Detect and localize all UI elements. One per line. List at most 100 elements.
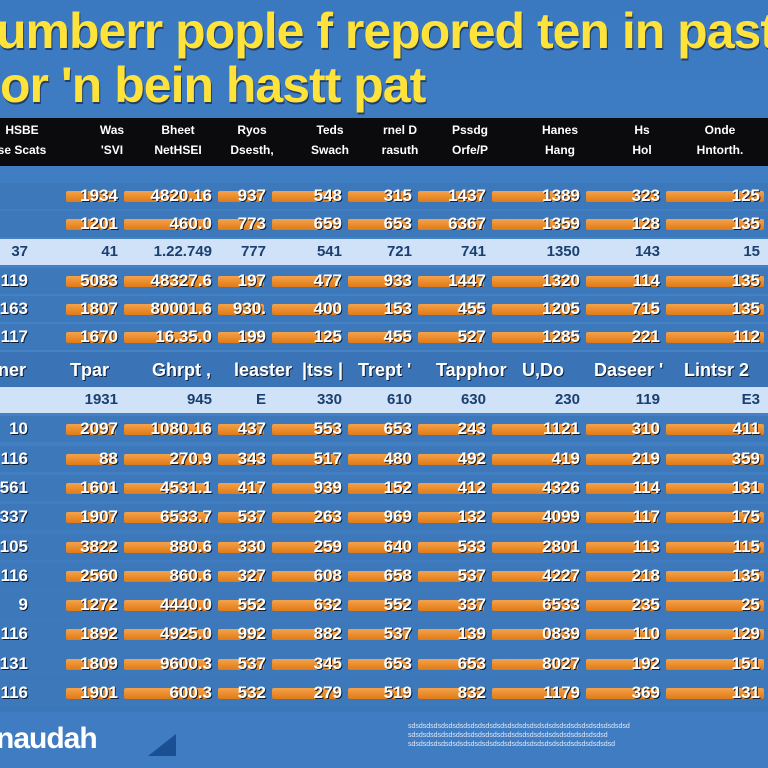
data-cell: 112 (732, 327, 760, 346)
data-cell: 2097 (80, 419, 118, 439)
data-cell: 3822 (80, 536, 118, 556)
row-bar (586, 219, 658, 231)
data-cell: 135 (731, 298, 760, 318)
row-bar (124, 658, 210, 670)
row-bar (586, 600, 658, 612)
row-bar (492, 275, 578, 287)
row-bar (272, 658, 340, 670)
row-bar (586, 332, 658, 343)
data-cell: 219 (631, 448, 660, 468)
data-cell: 419 (551, 448, 580, 468)
row-bar (418, 482, 484, 494)
row-bar (124, 332, 210, 343)
column-header-line2: Hntorth. (696, 143, 744, 157)
data-cell: 1350 (546, 243, 580, 261)
data-cell: 345 (313, 653, 342, 673)
row-bar (218, 600, 264, 612)
data-cell: 1.22.749 (153, 243, 212, 261)
row-bar (348, 570, 410, 582)
row-bar (66, 541, 116, 553)
data-cell: 480 (383, 448, 412, 468)
data-cell: 119 (635, 391, 660, 408)
row-bar (348, 512, 410, 524)
row-bar (492, 570, 578, 582)
data-cell: 1205 (542, 298, 580, 318)
row-label (0, 211, 28, 237)
row-bar (666, 570, 764, 582)
row-bar (586, 303, 658, 315)
row-bar (492, 332, 578, 343)
row-bar (124, 453, 210, 465)
data-cell: 230 (554, 391, 580, 408)
row-bar (666, 629, 764, 641)
row-bar (418, 629, 484, 641)
row-bar (272, 570, 340, 582)
column-header-line2: NetHSEI (154, 143, 202, 157)
table-row: 131 1809 9600.3 537 345 653 653 8027 192 151 (0, 650, 768, 677)
data-cell: 4326 (542, 477, 580, 497)
row-bar (218, 219, 264, 231)
row-bar (586, 629, 658, 641)
data-cell: 5083 (80, 270, 118, 290)
row-bar (66, 570, 116, 582)
column-header: Teds Swach (295, 120, 365, 160)
row-label: 37 (11, 243, 28, 261)
data-cell: 1285 (542, 327, 580, 346)
chart-title-line2: or 'n bein hastt pat (0, 57, 426, 113)
data-cell: 552 (383, 595, 412, 615)
data-cell: 1080.16 (150, 419, 212, 439)
data-cell: 533 (457, 536, 486, 556)
row-bar (66, 275, 116, 287)
mid-header-label: Trept ' (358, 360, 412, 380)
mid-header-label: |tss | (302, 360, 344, 380)
row-bar (218, 303, 264, 315)
data-cell: 197 (237, 270, 266, 290)
row-bar (666, 275, 764, 287)
column-header-line1: Pssdg (451, 123, 488, 137)
row-label (0, 183, 28, 209)
row-bar (218, 570, 264, 582)
data-cell: 777 (240, 243, 266, 261)
row-bar (418, 424, 484, 436)
row-bar (124, 219, 210, 231)
row-bar (124, 482, 210, 494)
data-cell: 1447 (448, 270, 486, 290)
column-header: Ryos Dsesth, (217, 120, 287, 160)
data-cell: 455 (383, 327, 412, 346)
row-bar (272, 191, 340, 202)
chart-title-line1: umberr pople f repored ten in past (0, 3, 768, 59)
row-label: 116 (0, 565, 28, 585)
data-cell: 741 (460, 243, 486, 261)
data-cell: 310 (631, 419, 660, 439)
row-bar (586, 424, 658, 436)
data-cell: 608 (313, 565, 342, 585)
data-cell: 832 (457, 683, 486, 702)
mid-header-label: Daseer ' (594, 360, 664, 380)
data-cell: 315 (383, 186, 412, 205)
row-bar (348, 688, 410, 699)
column-header-line2: 'SVI (100, 143, 124, 157)
row-label: 561 (0, 477, 28, 497)
data-cell: 330 (237, 536, 266, 556)
data-cell: 199 (237, 327, 266, 346)
table-row: 337 1907 6533.7 537 263 969 132 4099 117 175 (0, 504, 768, 531)
row-bar (492, 191, 578, 202)
row-bar (124, 541, 210, 553)
data-cell: 9600.3 (160, 653, 212, 673)
data-cell: 417 (237, 477, 266, 497)
data-cell: 1809 (80, 653, 118, 673)
column-header: Bheet NetHSEI (143, 120, 213, 160)
data-cell: 939 (313, 477, 342, 497)
data-cell: 517 (313, 448, 342, 468)
data-cell: 114 (632, 270, 660, 290)
row-bar (124, 688, 210, 699)
data-cell: 1179 (543, 683, 580, 702)
column-header-line2: Hol (632, 143, 652, 157)
column-header: rnel D rasuth (365, 120, 435, 160)
mid-header-label: Tpar (70, 360, 110, 380)
mid-header-label: U,Do (522, 360, 564, 380)
row-bar (586, 482, 658, 494)
data-cell: 128 (631, 214, 660, 234)
